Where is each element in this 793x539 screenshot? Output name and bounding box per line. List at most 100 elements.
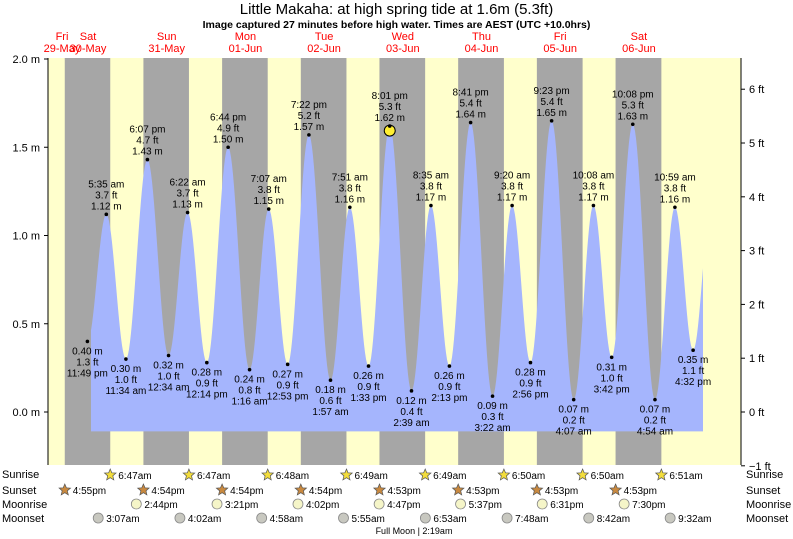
day-name: Sun: [157, 31, 177, 43]
tide-m-label: 0.27 m: [272, 369, 303, 380]
tide-point: [124, 357, 128, 361]
sunrise-time: 6:48am: [276, 471, 309, 482]
tide-ft-label: 0.2 ft: [644, 416, 666, 427]
tide-ft-label: 1.3 ft: [76, 357, 98, 368]
left-tick-label: 0.0 m: [12, 407, 40, 419]
tide-point: [85, 339, 90, 344]
sunset-time: 4:54pm: [309, 486, 342, 497]
tide-time-label: 7:22 pm: [291, 100, 327, 111]
tide-m-label: 0.32 m: [153, 361, 184, 372]
tide-ft-label: 1.1 ft: [682, 366, 704, 377]
sunset-icon: [451, 483, 465, 496]
tide-time-label: 12:34 am: [148, 383, 190, 394]
tide-m-label: 1.16 m: [335, 194, 366, 205]
day-name: Thu: [472, 31, 491, 43]
tide-ft-label: 3.8 ft: [501, 181, 523, 192]
tide-ft-label: 3.8 ft: [258, 185, 280, 196]
tide-m-label: 0.28 m: [515, 368, 546, 379]
tide-ft-label: 4.9 ft: [217, 123, 239, 134]
tide-time-label: 11:49 pm: [67, 368, 108, 379]
tide-ft-label: 3.8 ft: [420, 181, 442, 192]
tide-m-label: 1.12 m: [91, 201, 122, 212]
tide-ft-label: 3.7 ft: [176, 189, 198, 200]
tide-time-label: 4:32 pm: [675, 377, 711, 388]
tide-m-label: 0.28 m: [192, 368, 223, 379]
sunset-icon: [136, 483, 150, 496]
moonrise-icon: [536, 498, 548, 510]
moonrise-icon: [455, 498, 466, 510]
sunrise-time: 6:50am: [512, 471, 545, 482]
day-headers: Fri29-MaySat30-MaySun31-MayMon01-JunTue0…: [44, 31, 656, 55]
tide-m-label: 0.30 m: [111, 364, 142, 375]
sunset-icon: [215, 483, 229, 496]
tide-point: [366, 364, 371, 368]
tide-time-label: 6:22 am: [170, 178, 206, 189]
moonrise-icon: [211, 498, 223, 510]
day-date: 05-Jun: [543, 43, 577, 55]
right-tick-label: 2 ft: [749, 299, 764, 311]
sunrise-icon: [182, 468, 196, 481]
right-tick-label: 6 ft: [749, 84, 764, 96]
tide-point: [549, 118, 554, 123]
moonrise-time: 2:44pm: [144, 500, 177, 511]
tide-m-label: 0.26 m: [434, 371, 465, 382]
day-name: Sat: [631, 31, 648, 43]
left-tick-label: 1.0 m: [12, 231, 40, 243]
astro-label-left-moonset: Moonset: [2, 513, 44, 525]
sunset-icon: [58, 483, 72, 496]
day-name: Fri: [56, 31, 69, 43]
moonrise-icon: [373, 498, 385, 510]
tide-m-label: 0.40 m: [72, 346, 103, 357]
tide-ft-label: 0.9 ft: [196, 379, 218, 390]
day-name: Mon: [235, 31, 256, 43]
tide-ft-label: 3.8 ft: [664, 183, 686, 194]
tide-point: [429, 203, 433, 208]
tide-m-label: 1.13 m: [172, 200, 203, 211]
sunset-time: 4:53pm: [387, 486, 420, 497]
tide-point: [673, 205, 677, 210]
tide-ft-label: 4.7 ft: [136, 136, 158, 147]
tide-point: [328, 378, 333, 383]
day-name: Fri: [554, 31, 567, 43]
tide-ft-label: 0.9 ft: [357, 382, 379, 393]
tide-time-label: 10:08 pm: [612, 89, 654, 100]
tide-time-label: 7:07 am: [251, 174, 287, 185]
tide-point: [266, 207, 271, 211]
day-name: Tue: [315, 31, 334, 43]
tide-ft-label: 5.3 ft: [622, 100, 644, 111]
tide-m-label: 1.57 m: [294, 122, 325, 133]
tide-time-label: 1:57 am: [312, 407, 348, 418]
tide-point: [387, 124, 392, 128]
tide-time-label: 1:16 am: [231, 397, 267, 408]
tide-ft-label: 0.2 ft: [563, 416, 585, 427]
tide-m-label: 1.64 m: [455, 110, 486, 121]
tide-m-label: 1.63 m: [617, 111, 648, 122]
tide-m-label: 1.43 m: [132, 147, 163, 158]
day-date: 04-Jun: [465, 43, 499, 55]
tide-time-label: 2:56 pm: [512, 390, 548, 401]
tide-point: [145, 157, 150, 162]
tide-ft-label: 5.4 ft: [540, 97, 562, 108]
moonset-time: 4:02am: [188, 514, 221, 525]
moonrise-time: 7:30pm: [632, 500, 665, 511]
left-axis: 2.0 m 1.5 m 1.0 m 0.5 m 0.0 m: [12, 54, 48, 419]
tide-time-label: 9:23 pm: [534, 86, 570, 97]
sunset-time: 4:54pm: [230, 486, 263, 497]
tide-ft-label: 1.0 ft: [115, 375, 137, 386]
tide-m-label: 0.35 m: [678, 355, 709, 366]
moonrise-icon: [618, 498, 630, 510]
tide-point: [185, 210, 190, 215]
tide-point: [510, 203, 514, 208]
tide-ft-label: 3.8 ft: [582, 181, 604, 192]
tide-ft-label: 3.8 ft: [339, 183, 361, 194]
tide-time-label: 2:39 am: [393, 418, 429, 429]
tide-m-label: 1.15 m: [253, 196, 284, 207]
tide-ft-label: 5.2 ft: [298, 111, 320, 122]
sunset-time: 4:53pm: [624, 486, 657, 497]
sunrise-time: 6:49am: [433, 471, 466, 482]
right-tick-label: 0 ft: [749, 407, 764, 419]
left-tick-label: 2.0 m: [12, 54, 40, 66]
tide-time-label: 1:33 pm: [350, 393, 386, 404]
